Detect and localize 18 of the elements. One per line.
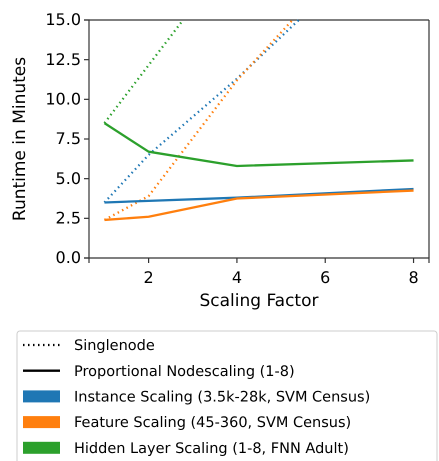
y-tick-label: 12.5 [45, 50, 81, 69]
y-tick-label: 7.5 [56, 129, 81, 148]
y-tick-label: 2.5 [56, 208, 81, 228]
text: Proportional Nodescaling (1-8) [74, 364, 295, 380]
y-axis-title: Runtime in Minutes [10, 56, 30, 222]
legend-label: Hidden Layer Scaling (1-8, FNN Adult) [74, 440, 349, 457]
x-tick-label: 6 [320, 268, 330, 287]
x-tick-label: 8 [408, 268, 419, 287]
y-tick-label: 10.0 [45, 89, 81, 108]
x-tick-label: 2 [144, 268, 154, 287]
y-tick-label: 15.0 [45, 10, 81, 30]
text: Singlenode [74, 338, 155, 354]
legend-label: Instance Scaling (3.5k-28k, SVM Census) [74, 389, 370, 406]
y-tick-label: 0.0 [56, 248, 81, 268]
legend-label: Feature Scaling (45-360, SVM Census) [74, 415, 352, 432]
x-tick-label: 4 [232, 268, 242, 287]
x-axis-title: Scaling Factor [199, 291, 319, 311]
y-tick-label: 5.0 [56, 168, 81, 188]
